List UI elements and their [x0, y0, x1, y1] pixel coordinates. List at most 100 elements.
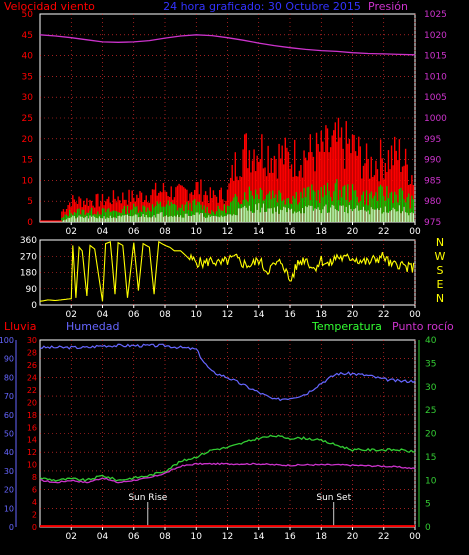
humidity-tick: 40: [4, 448, 14, 457]
direction-panel-xtick-label: 18: [316, 310, 328, 320]
temp-panel-xtick-label: 08: [159, 532, 171, 542]
wind-panel-xtick-label: 06: [128, 227, 140, 237]
temp-panel-xtick-label: 06: [128, 532, 140, 542]
pressure-tick: 1005: [424, 93, 447, 103]
rain-tick: 2: [32, 511, 37, 520]
rain-tick: 24: [27, 373, 37, 382]
temp-panel-xtick-label: 10: [191, 532, 203, 542]
rain-tick: 30: [27, 336, 37, 345]
rain-tick: 28: [27, 348, 37, 357]
pressure-tick: 985: [424, 176, 441, 186]
humidity-tick: 10: [4, 504, 14, 513]
direction-tick: 360: [20, 236, 37, 246]
temperature-tick: 30: [425, 383, 437, 393]
pressure-tick: 1010: [424, 72, 447, 82]
direction-panel-xtick-label: 20: [347, 310, 359, 320]
temp-panel-xtick-label: 22: [378, 532, 389, 542]
temp-panel-xtick-label: 14: [253, 532, 265, 542]
rain-tick: 18: [27, 411, 37, 420]
direction-panel-xtick-label: 12: [222, 310, 233, 320]
pressure-tick: 995: [424, 135, 441, 145]
wind-speed-tick: 40: [22, 52, 34, 62]
temperature-tick: 35: [425, 359, 436, 369]
pressure-tick: 1015: [424, 52, 447, 62]
wind-panel-xtick-label: 08: [159, 227, 171, 237]
wind-panel-xtick-label: 20: [347, 227, 359, 237]
wind-speed-tick: 15: [22, 156, 33, 166]
rain-tick: 26: [27, 361, 37, 370]
wind-speed-tick: 10: [22, 176, 34, 186]
temperature-tick: 15: [425, 453, 436, 463]
temp-panel-xtick-label: 16: [284, 532, 296, 542]
sun-event-label: Sun Set: [316, 493, 351, 503]
pressure-tick: 980: [424, 197, 441, 207]
rain-tick: 8: [32, 473, 37, 482]
pressure-tick: 990: [424, 156, 441, 166]
pressure-line: [39, 34, 416, 56]
direction-tick: 90: [26, 285, 38, 295]
rain-tick: 6: [32, 486, 37, 495]
wind-speed-tick: 20: [22, 135, 34, 145]
temperature-tick: 5: [425, 500, 431, 510]
temperature-tick: 20: [425, 430, 437, 440]
dewpoint-axis-title: Punto rocío: [392, 320, 454, 333]
direction-panel-xtick-label: 04: [97, 310, 109, 320]
temperature-axis-title: Temperatura: [311, 320, 382, 333]
wind-panel-xtick-label: 02: [66, 227, 77, 237]
temperature-tick: 25: [425, 406, 436, 416]
humidity-tick: 100: [0, 336, 14, 345]
compass-label: N: [436, 236, 444, 249]
pressure-tick: 975: [424, 218, 441, 228]
rain-tick: 0: [32, 523, 37, 532]
humidity-tick: 20: [4, 486, 14, 495]
wind-panel-xtick-label: 04: [97, 227, 109, 237]
wind-panel-xtick-label: 22: [378, 227, 389, 237]
temperature-tick: 40: [425, 336, 437, 346]
wind-direction-line: [39, 240, 415, 302]
wind-panel-xtick-label: 00: [409, 227, 421, 237]
direction-panel-xtick-label: 00: [409, 310, 421, 320]
pressure-tick: 1025: [424, 10, 447, 20]
wind-panel-xtick-label: 16: [284, 227, 296, 237]
rain-tick: 10: [27, 461, 37, 470]
rain-axis-title: Lluvia: [4, 320, 36, 333]
direction-panel-xtick-label: 10: [191, 310, 203, 320]
direction-panel-xtick-label: 22: [378, 310, 389, 320]
compass-label: S: [437, 264, 444, 277]
wind-speed-axis-title: Velocidad viento: [4, 0, 95, 13]
wind-speed-tick: 30: [22, 93, 34, 103]
humidity-tick: 50: [4, 430, 14, 439]
rain-tick: 12: [27, 448, 37, 457]
temperature-tick: 0: [425, 523, 431, 533]
compass-label: N: [436, 292, 444, 305]
rain-tick: 4: [32, 498, 37, 507]
rain-tick: 20: [27, 398, 37, 407]
wind-speed-tick: 50: [22, 10, 34, 20]
pressure-axis-title: Presión: [368, 0, 408, 13]
temp-panel-xtick-label: 18: [316, 532, 328, 542]
humidity-tick: 80: [4, 373, 14, 382]
pressure-tick: 1000: [424, 114, 447, 124]
pressure-tick: 1020: [424, 31, 447, 41]
rain-tick: 16: [27, 423, 37, 432]
direction-panel-xtick-label: 08: [159, 310, 171, 320]
wind-panel-xtick-label: 18: [316, 227, 328, 237]
humidity-tick: 0: [9, 523, 14, 532]
wind-panel-xtick-label: 12: [222, 227, 233, 237]
temperature-line: [39, 434, 416, 482]
humidity-tick: 90: [4, 355, 14, 364]
humidity-tick: 70: [4, 392, 14, 401]
humidity-line: [39, 343, 416, 402]
direction-panel-xtick-label: 06: [128, 310, 140, 320]
temp-panel-xtick-label: 00: [409, 532, 421, 542]
humidity-axis-title: Humedad: [66, 320, 119, 333]
direction-panel-xtick-label: 14: [253, 310, 265, 320]
chart-title: 24 hora graficado: 30 Octubre 2015: [163, 0, 361, 13]
temperature-tick: 10: [425, 476, 437, 486]
wind-panel-xtick-label: 14: [253, 227, 265, 237]
humidity-tick: 60: [4, 411, 14, 420]
wind-speed-tick: 45: [22, 31, 33, 41]
temp-panel-xtick-label: 20: [347, 532, 359, 542]
